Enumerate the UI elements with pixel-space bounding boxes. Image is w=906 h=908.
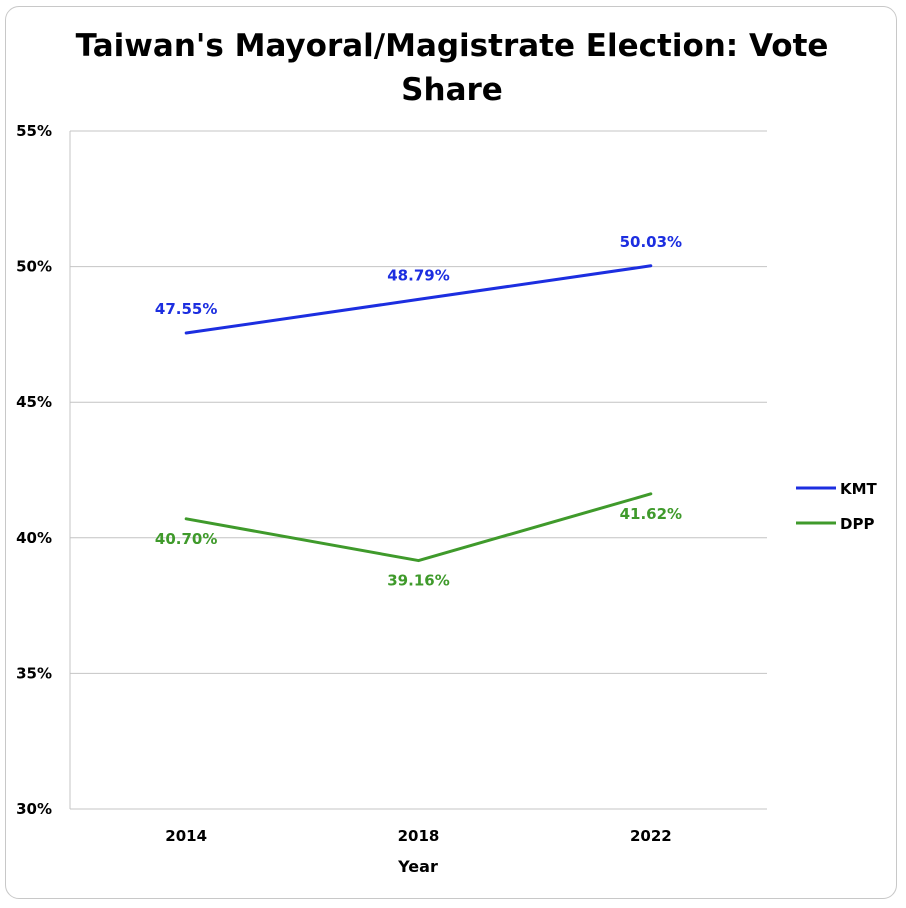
chart-title-line-1: Taiwan's Mayoral/Magistrate Election: Vo… xyxy=(76,28,829,64)
data-label: 41.62% xyxy=(620,505,682,523)
y-tick-label: 30% xyxy=(16,800,52,818)
data-label: 39.16% xyxy=(387,572,449,590)
y-axis-tick-labels: 30% 35% 40% 45% 50% 55% xyxy=(16,122,52,818)
data-label: 50.03% xyxy=(620,233,682,251)
y-tick-label: 50% xyxy=(16,258,52,276)
data-label: 48.79% xyxy=(387,266,449,284)
y-tick-label: 45% xyxy=(16,393,52,411)
series-line-kmt xyxy=(184,264,653,335)
x-tick-label: 2022 xyxy=(630,827,672,845)
x-axis-tick-labels: 2014 2018 2022 xyxy=(165,827,671,845)
data-label: 47.55% xyxy=(155,300,217,318)
x-tick-label: 2018 xyxy=(398,827,440,845)
chart-title-line-2: Share xyxy=(401,72,503,108)
gridlines xyxy=(69,130,767,810)
x-axis-title: Year xyxy=(397,857,438,876)
y-tick-label: 55% xyxy=(16,122,52,140)
chart-title: Taiwan's Mayoral/Magistrate Election: Vo… xyxy=(76,28,829,108)
y-tick-label: 40% xyxy=(16,529,52,547)
y-tick-label: 35% xyxy=(16,664,52,682)
series-lines xyxy=(184,264,653,563)
data-labels: 47.55% 48.79% 50.03% 40.70% 39.16% 41.62% xyxy=(155,233,682,590)
data-label: 40.70% xyxy=(155,530,217,548)
chart-card xyxy=(5,6,897,899)
legend-label-dpp: DPP xyxy=(840,515,874,533)
x-tick-label: 2014 xyxy=(165,827,207,845)
legend-label-kmt: KMT xyxy=(840,480,878,498)
legend: KMT DPP xyxy=(796,480,878,533)
series-line-dpp xyxy=(184,492,653,563)
